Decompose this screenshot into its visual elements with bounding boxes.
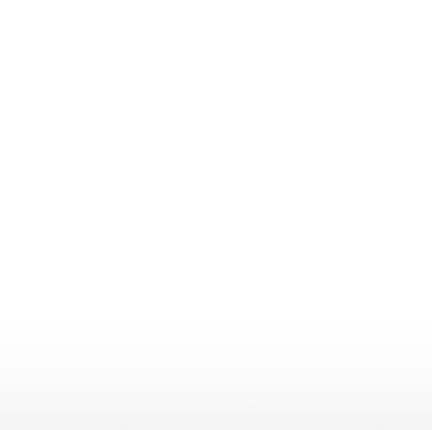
bottom-shade [0, 320, 432, 430]
